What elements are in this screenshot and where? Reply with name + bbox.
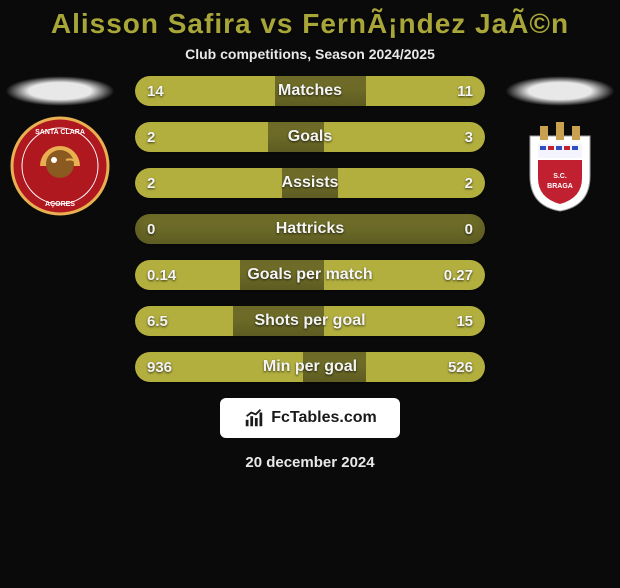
left-player-col: SANTA CLARA AÇORES (0, 76, 120, 216)
svg-text:SANTA CLARA: SANTA CLARA (35, 129, 85, 136)
stat-label: Goals per match (135, 260, 485, 290)
stat-label: Assists (135, 168, 485, 198)
stat-label: Hattricks (135, 214, 485, 244)
right-player-col: S.C. BRAGA (500, 76, 620, 216)
braga-badge-icon: S.C. BRAGA (510, 116, 610, 216)
stat-label: Min per goal (135, 352, 485, 382)
avatar-silhouette (505, 76, 615, 106)
stat-row: 23Goals (135, 122, 485, 152)
stat-row: 1411Matches (135, 76, 485, 106)
chart-line-icon (243, 407, 265, 429)
comparison-content: SANTA CLARA AÇORES S.C. BRAGA (0, 76, 620, 382)
stat-row: 00Hattricks (135, 214, 485, 244)
page-title: Alisson Safira vs FernÃ¡ndez JaÃ©n (0, 8, 620, 40)
svg-text:S.C.: S.C. (553, 173, 567, 180)
stat-label: Matches (135, 76, 485, 106)
avatar-silhouette (5, 76, 115, 106)
date-text: 20 december 2024 (0, 454, 620, 471)
stat-row: 22Assists (135, 168, 485, 198)
stat-label: Shots per goal (135, 306, 485, 336)
stat-row: 0.140.27Goals per match (135, 260, 485, 290)
svg-text:AÇORES: AÇORES (45, 201, 75, 208)
fctables-brand-badge[interactable]: FcTables.com (220, 398, 400, 438)
stats-container: 1411Matches 23Goals 22Assists 00Hattricks 0.… (135, 76, 485, 382)
brand-text: FcTables.com (271, 409, 377, 427)
stat-row: 6.515Shots per goal (135, 306, 485, 336)
stat-label: Goals (135, 122, 485, 152)
right-club-badge: S.C. BRAGA (510, 116, 610, 216)
left-club-badge: SANTA CLARA AÇORES (10, 116, 110, 216)
santa-clara-badge-icon: SANTA CLARA AÇORES (10, 116, 110, 216)
svg-text:BRAGA: BRAGA (547, 183, 573, 190)
stat-row: 936526Min per goal (135, 352, 485, 382)
subtitle: Club competitions, Season 2024/2025 (0, 46, 620, 62)
